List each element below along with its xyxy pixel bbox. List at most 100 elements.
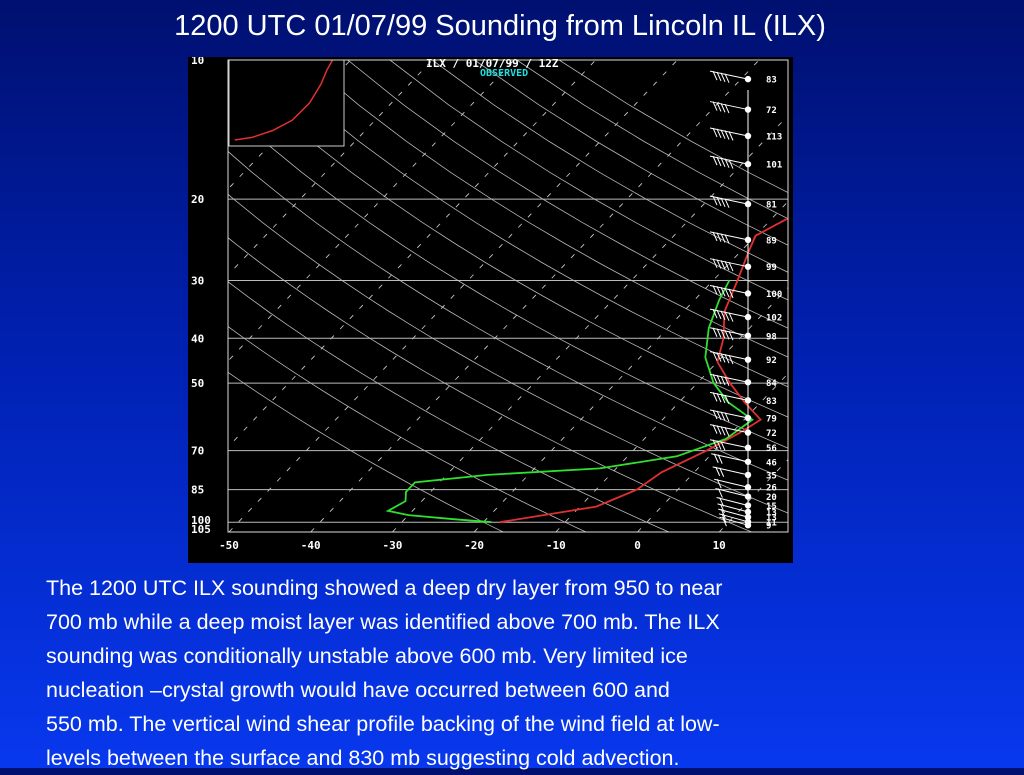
- chart-header: ILX / 01/07/99 / 12Z: [426, 57, 559, 70]
- caption-line-6: levels between the surface and 830 mb su…: [46, 746, 680, 770]
- dry-adiabat: [228, 150, 788, 481]
- wind-dot: [744, 75, 752, 83]
- wind-dot: [744, 160, 752, 168]
- dry-adiabat: [432, 60, 788, 273]
- y-tick-label-70: 70: [191, 445, 204, 458]
- wind-barb: [709, 231, 752, 244]
- dry-adiabat: [228, 326, 587, 532]
- wind-speed-label: 72: [766, 106, 777, 116]
- wind-speed-label: 81: [766, 201, 777, 211]
- wind-speed-label: 101: [766, 161, 782, 171]
- wind-speed-label: 98: [766, 332, 777, 342]
- wind-speed-label: 13: [766, 514, 777, 524]
- dry-adiabat: [228, 193, 788, 514]
- x-tick-label: -10: [546, 539, 566, 552]
- dry-adiabat: [262, 60, 788, 388]
- dry-adiabat: [347, 60, 788, 329]
- caption-line-1: The 1200 UTC ILX sounding showed a deep …: [46, 576, 723, 600]
- observed-label: OBSERVED: [480, 68, 528, 79]
- wind-barb: [709, 101, 752, 114]
- wind-dot: [744, 263, 752, 270]
- wind-speed-label: 26: [766, 484, 777, 494]
- wind-dot: [744, 521, 752, 529]
- y-tick-label-20: 20: [191, 193, 204, 206]
- inset-box: [228, 60, 345, 147]
- wind-barb: [709, 70, 752, 83]
- plot-area: [228, 60, 788, 532]
- wind-barb: [709, 373, 752, 387]
- isotherm: [473, 200, 788, 532]
- x-tick-label: -50: [219, 539, 239, 552]
- wind-speed-label: 13: [766, 508, 777, 518]
- wind-dot: [744, 397, 752, 404]
- isotherm: [228, 60, 515, 362]
- isotherm: [555, 286, 788, 532]
- x-tick-label: -20: [464, 539, 484, 552]
- y-tick-label-10: 10: [191, 57, 204, 67]
- wind-dot: [744, 493, 752, 500]
- y-tick-label-30: 30: [191, 275, 204, 288]
- wind-barb: [714, 478, 752, 491]
- wind-dot: [744, 332, 752, 339]
- wind-dot: [744, 484, 752, 491]
- wind-barb: [709, 155, 752, 169]
- wind-speed-label: 15: [766, 502, 777, 512]
- wind-speed-label: 9: [766, 522, 771, 532]
- wind-speed-label: 92: [766, 356, 777, 366]
- wind-barb: [717, 503, 752, 516]
- wind-barb: [709, 351, 752, 365]
- plot-frame: [227, 59, 789, 533]
- wind-dot: [744, 379, 752, 386]
- wind-barb: [709, 439, 752, 451]
- caption-line-4: nucleation –crystal growth would have oc…: [46, 678, 670, 702]
- wind-speed-label: 89: [766, 236, 777, 246]
- wind-speed-label: 72: [766, 429, 777, 439]
- wind-dot: [744, 444, 752, 451]
- wind-dot: [744, 313, 752, 321]
- wind-speed-label: 113: [766, 132, 782, 142]
- wind-dot: [744, 429, 752, 436]
- y-tick-label-40: 40: [191, 332, 204, 345]
- wind-barb: [718, 508, 752, 521]
- y-tick-label-50: 50: [191, 377, 204, 390]
- wind-speed-label: 83: [766, 397, 777, 407]
- wind-barb: [712, 466, 752, 479]
- wind-dot: [744, 356, 752, 363]
- dry-adiabat: [228, 237, 752, 532]
- wind-dot: [744, 502, 752, 509]
- caption-line-3: sounding was conditionally unstable abov…: [46, 644, 688, 668]
- x-tick-label: 10: [713, 539, 726, 552]
- wind-barb: [709, 308, 752, 322]
- temperature-line: [499, 217, 788, 524]
- x-tick-label: 0: [634, 539, 641, 552]
- wind-speed-label: 11: [766, 518, 777, 528]
- x-tick-label: -40: [301, 539, 321, 552]
- isotherm: [228, 60, 678, 532]
- wind-speed-label: 84: [766, 379, 777, 389]
- dry-adiabat: [228, 371, 504, 532]
- caption-line-2: 700 mb while a deep moist layer was iden…: [46, 610, 720, 634]
- wind-barb: [709, 327, 752, 341]
- wind-barb: [719, 516, 752, 529]
- wind-speed-label: 99: [766, 263, 777, 273]
- wind-speed-label: 102: [766, 314, 782, 324]
- wind-barb: [711, 453, 752, 465]
- wind-speed-label: 83: [766, 76, 777, 86]
- y-tick-label-85: 85: [191, 484, 204, 497]
- wind-dot: [744, 200, 752, 208]
- caption-line-5: 550 mb. The vertical wind shear profile …: [46, 712, 720, 736]
- x-tick-label: -30: [382, 539, 402, 552]
- wind-speed-label: 35: [766, 471, 777, 481]
- wind-dot: [744, 236, 752, 244]
- wind-barb: [709, 424, 752, 437]
- skewt-chart: ILX / 01/07/99 / 12Z OBSERVED 10 20 30 40 50 70…: [188, 57, 793, 563]
- dry-adiabat: [516, 60, 788, 220]
- wind-barb: [709, 258, 752, 272]
- dry-adiabat: [228, 281, 670, 532]
- wind-barb: [715, 488, 752, 500]
- dry-adiabat: [389, 60, 788, 301]
- wind-speed-label: 56: [766, 444, 777, 454]
- isotherm: [228, 60, 597, 448]
- wind-barb: [709, 195, 752, 208]
- wind-dot: [744, 106, 752, 113]
